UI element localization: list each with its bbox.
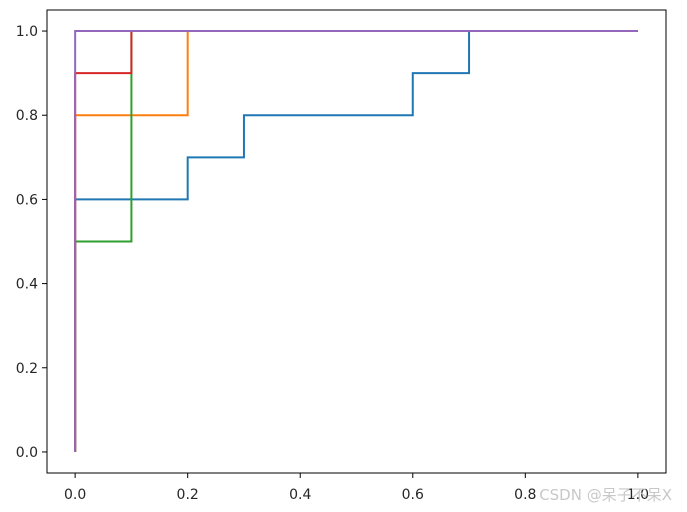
y-tick-label: 0.6 (16, 192, 38, 208)
x-tick-label: 0.6 (402, 487, 424, 503)
y-tick-label: 1.0 (16, 24, 38, 40)
series-line-1 (74, 30, 638, 452)
x-tick-label: 1.0 (627, 487, 649, 503)
y-tick-label: 0.4 (16, 277, 38, 293)
watermark-text: CSDN @呆子不呆X (539, 486, 672, 504)
series-line-5 (74, 30, 638, 452)
y-tick-label: 0.8 (16, 108, 38, 124)
x-tick-label: 0.4 (289, 487, 311, 503)
x-tick-label: 0.0 (64, 487, 86, 503)
x-tick-label: 0.2 (177, 487, 199, 503)
y-tick-label: 0.0 (16, 445, 38, 461)
y-tick-label: 0.2 (16, 361, 38, 377)
axes-frame (46, 9, 667, 474)
x-tick-label: 0.8 (514, 487, 536, 503)
plot-lines (74, 30, 638, 452)
y-axis: 0.0 0.2 0.4 0.6 0.8 1.0 (16, 24, 47, 461)
x-axis: 0.0 0.2 0.4 0.6 0.8 1.0 (64, 473, 649, 503)
